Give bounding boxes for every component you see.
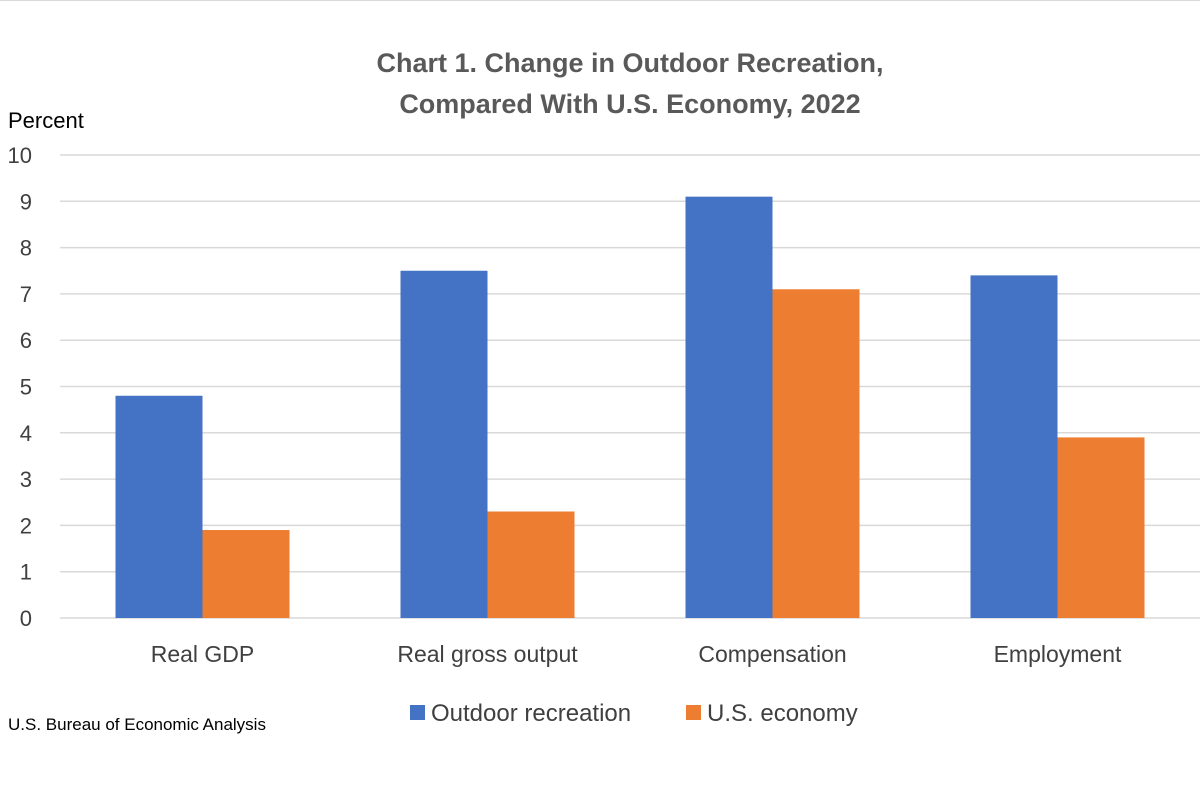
bars — [115, 196, 1145, 619]
legend-label: Outdoor recreation — [431, 700, 631, 727]
bar-outdoor-recreation-real-gross-output — [400, 270, 488, 618]
category-label: Compensation — [698, 641, 846, 667]
bar-u-s-economy-real-gdp — [202, 530, 290, 618]
chart-title: Chart 1. Change in Outdoor Recreation, C… — [376, 48, 883, 119]
bar-outdoor-recreation-compensation — [685, 196, 773, 619]
top-border — [0, 0, 1200, 1]
bar-u-s-economy-employment — [1057, 437, 1145, 618]
category-label: Real GDP — [151, 641, 255, 667]
y-tick-label: 1 — [20, 560, 32, 585]
y-tick-label: 4 — [20, 421, 32, 446]
bar-u-s-economy-compensation — [772, 289, 860, 618]
y-tick-label: 0 — [20, 606, 32, 631]
bar-outdoor-recreation-real-gdp — [115, 395, 203, 618]
y-tick-label: 6 — [20, 328, 32, 353]
legend-swatch — [410, 705, 425, 720]
category-label: Real gross output — [397, 641, 578, 667]
bar-outdoor-recreation-employment — [970, 275, 1058, 618]
y-axis-label: Percent — [8, 108, 84, 133]
bar-u-s-economy-real-gross-output — [487, 511, 575, 618]
legend-label: U.S. economy — [707, 700, 858, 727]
category-label: Employment — [994, 641, 1122, 667]
chart-title-line-1: Chart 1. Change in Outdoor Recreation, — [376, 48, 883, 78]
legend-swatch — [686, 705, 701, 720]
y-tick-label: 5 — [20, 375, 32, 400]
y-tick-label: 8 — [20, 236, 32, 261]
y-tick-label: 3 — [20, 467, 32, 492]
category-labels: Real GDP Real gross output Compensation Emp… — [151, 641, 1122, 667]
y-tick-label: 10 — [8, 143, 32, 168]
y-tick-label: 7 — [20, 282, 32, 307]
chart-title-line-2: Compared With U.S. Economy, 2022 — [399, 89, 860, 119]
legend: Outdoor recreation U.S. economy — [410, 700, 858, 727]
y-tick-label: 9 — [20, 189, 32, 214]
source-note: U.S. Bureau of Economic Analysis — [8, 715, 266, 734]
y-tick-labels: 0 1 2 3 4 5 6 7 8 9 10 — [8, 143, 32, 631]
y-tick-label: 2 — [20, 513, 32, 538]
